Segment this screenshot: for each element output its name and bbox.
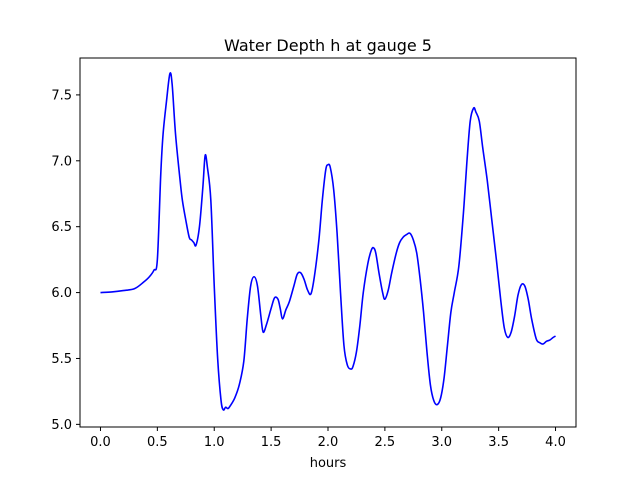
x-tick-label: 4.0 — [545, 435, 566, 450]
y-axis-ticks: 5.0 5.5 6.0 6.5 7.0 7.5 — [51, 88, 80, 433]
x-tick-label: 2.5 — [375, 435, 396, 450]
x-tick-label: 1.5 — [261, 435, 282, 450]
x-tick-label: 2.0 — [318, 435, 339, 450]
y-tick-label: 5.0 — [51, 418, 72, 433]
x-tick-label: 3.5 — [488, 435, 509, 450]
plot-layer — [100, 72, 556, 411]
y-tick-label: 7.5 — [51, 88, 72, 103]
y-tick-label: 6.5 — [51, 220, 72, 235]
y-tick-label: 7.0 — [51, 154, 72, 169]
series-line — [100, 72, 556, 411]
y-tick-label: 6.0 — [51, 286, 72, 301]
x-tick-label: 0.5 — [147, 435, 168, 450]
x-axis-label: hours — [310, 456, 347, 471]
x-tick-label: 3.0 — [431, 435, 452, 450]
x-tick-label: 0.0 — [90, 435, 111, 450]
x-axis-ticks: 0.0 0.5 1.0 1.5 2.0 2.5 3.0 3.5 4.0 — [90, 427, 566, 450]
y-tick-label: 5.5 — [51, 352, 72, 367]
x-tick-label: 1.0 — [204, 435, 225, 450]
chart-title: Water Depth h at gauge 5 — [224, 36, 432, 55]
